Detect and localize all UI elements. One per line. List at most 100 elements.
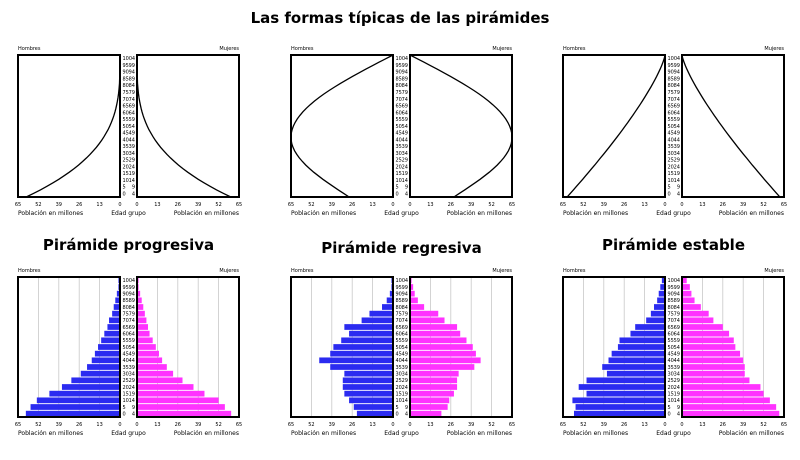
age-tick-left: 50 (396, 345, 402, 351)
women-bar (410, 290, 415, 297)
age-tick-right: 64 (129, 110, 135, 116)
age-tick-right: 69 (129, 325, 135, 331)
women-bar (137, 410, 232, 417)
women-bar (137, 290, 141, 297)
age-tick-right: 19 (402, 391, 408, 397)
age-tick-right: 89 (402, 76, 408, 82)
men-bar (572, 397, 665, 404)
age-tick-right: 19 (402, 171, 408, 177)
x-tick: 13 (96, 422, 102, 428)
age-tick-left: 15 (123, 171, 129, 177)
men-frame (290, 276, 394, 418)
age-tick-right: 54 (674, 124, 680, 130)
age-tick-right: 99 (674, 63, 680, 69)
age-axis-label: Edad grupo (384, 430, 419, 437)
age-tick-right: 94 (402, 70, 408, 76)
women-bar (137, 370, 174, 377)
x-tick: 52 (760, 202, 766, 208)
age-tick-left: 35 (396, 144, 402, 150)
age-tick-right: 79 (674, 311, 680, 317)
age-tick-right: 9 (677, 405, 680, 411)
men-bar (658, 290, 665, 297)
women-label: Mujeres (219, 268, 239, 274)
age-tick-left: 15 (396, 171, 402, 177)
women-bar (137, 310, 145, 317)
age-tick-left: 25 (123, 378, 129, 384)
x-axis-label-left: Población en millones (563, 210, 628, 217)
x-tick: 26 (76, 422, 82, 428)
women-bar (682, 344, 736, 350)
men-label: Hombres (18, 268, 41, 274)
age-tick-left: 40 (396, 358, 402, 364)
age-tick-left: 90 (123, 291, 129, 297)
men-label: Hombres (563, 268, 586, 274)
age-tick-left: 10 (668, 398, 674, 404)
age-tick-right: 99 (402, 285, 408, 291)
age-tick-left: 25 (396, 378, 402, 384)
x-tick: 13 (641, 202, 647, 208)
x-axis-label-left: Población en millones (18, 210, 83, 217)
x-tick: 39 (195, 422, 201, 428)
age-tick-left: 10 (396, 178, 402, 184)
x-tick: 26 (448, 202, 454, 208)
men-bar (660, 284, 665, 290)
x-tick: 52 (488, 202, 494, 208)
age-tick-left: 30 (668, 151, 674, 157)
age-tick-right: 19 (674, 391, 680, 397)
age-tick-right: 39 (674, 365, 680, 371)
women-label: Mujeres (764, 268, 784, 274)
x-tick: 65 (781, 202, 787, 208)
x-tick: 26 (448, 422, 454, 428)
women-bar (682, 277, 687, 284)
age-tick-right: 44 (129, 358, 135, 364)
age-tick-left: 65 (668, 104, 674, 110)
age-axis-label: Edad grupo (656, 210, 691, 217)
age-tick-left: 75 (668, 311, 674, 317)
women-frame (681, 276, 785, 418)
women-bar (682, 397, 770, 404)
x-tick: 0 (118, 422, 121, 428)
age-tick-left: 50 (123, 345, 129, 351)
age-tick-left: 45 (668, 131, 674, 137)
age-tick-left: 60 (123, 331, 129, 337)
x-tick: 26 (621, 422, 627, 428)
age-tick-left: 65 (396, 104, 402, 110)
age-tick-left: 30 (123, 371, 129, 377)
age-tick-right: 24 (674, 164, 680, 170)
age-tick-left: 100 (396, 278, 406, 284)
age-tick-right: 54 (129, 124, 135, 130)
men-frame (17, 54, 121, 198)
x-tick: 0 (663, 202, 666, 208)
age-tick-right: 19 (129, 171, 135, 177)
women-bar (682, 330, 730, 337)
age-tick-left: 100 (668, 278, 678, 284)
age-tick-left: 5 (396, 185, 399, 191)
men-bar (113, 304, 120, 310)
age-tick-right: 74 (402, 318, 408, 324)
age-tick-left: 25 (396, 158, 402, 164)
age-tick-right: 34 (129, 151, 135, 157)
x-tick: 39 (601, 422, 607, 428)
age-tick-right: 94 (402, 291, 408, 297)
age-tick-right: 84 (402, 83, 408, 89)
x-tick: 39 (468, 422, 474, 428)
age-tick-right: 89 (674, 76, 680, 82)
age-tick-right: 44 (129, 137, 135, 143)
x-tick: 52 (488, 422, 494, 428)
women-frame (409, 54, 513, 198)
age-tick-right: 69 (402, 325, 408, 331)
age-tick-left: 60 (396, 331, 402, 337)
age-tick-left: 0 (668, 411, 671, 417)
age-tick-left: 45 (396, 351, 402, 357)
age-tick-left: 15 (668, 391, 674, 397)
women-label: Mujeres (764, 46, 784, 52)
women-bar (682, 390, 764, 397)
age-tick-left: 95 (668, 285, 674, 291)
men-bar (109, 317, 120, 324)
age-tick-right: 39 (674, 144, 680, 150)
x-tick: 39 (740, 422, 746, 428)
women-bar (137, 350, 159, 357)
age-tick-right: 14 (129, 398, 135, 404)
chart-title: Pirámide progresiva (43, 236, 214, 254)
